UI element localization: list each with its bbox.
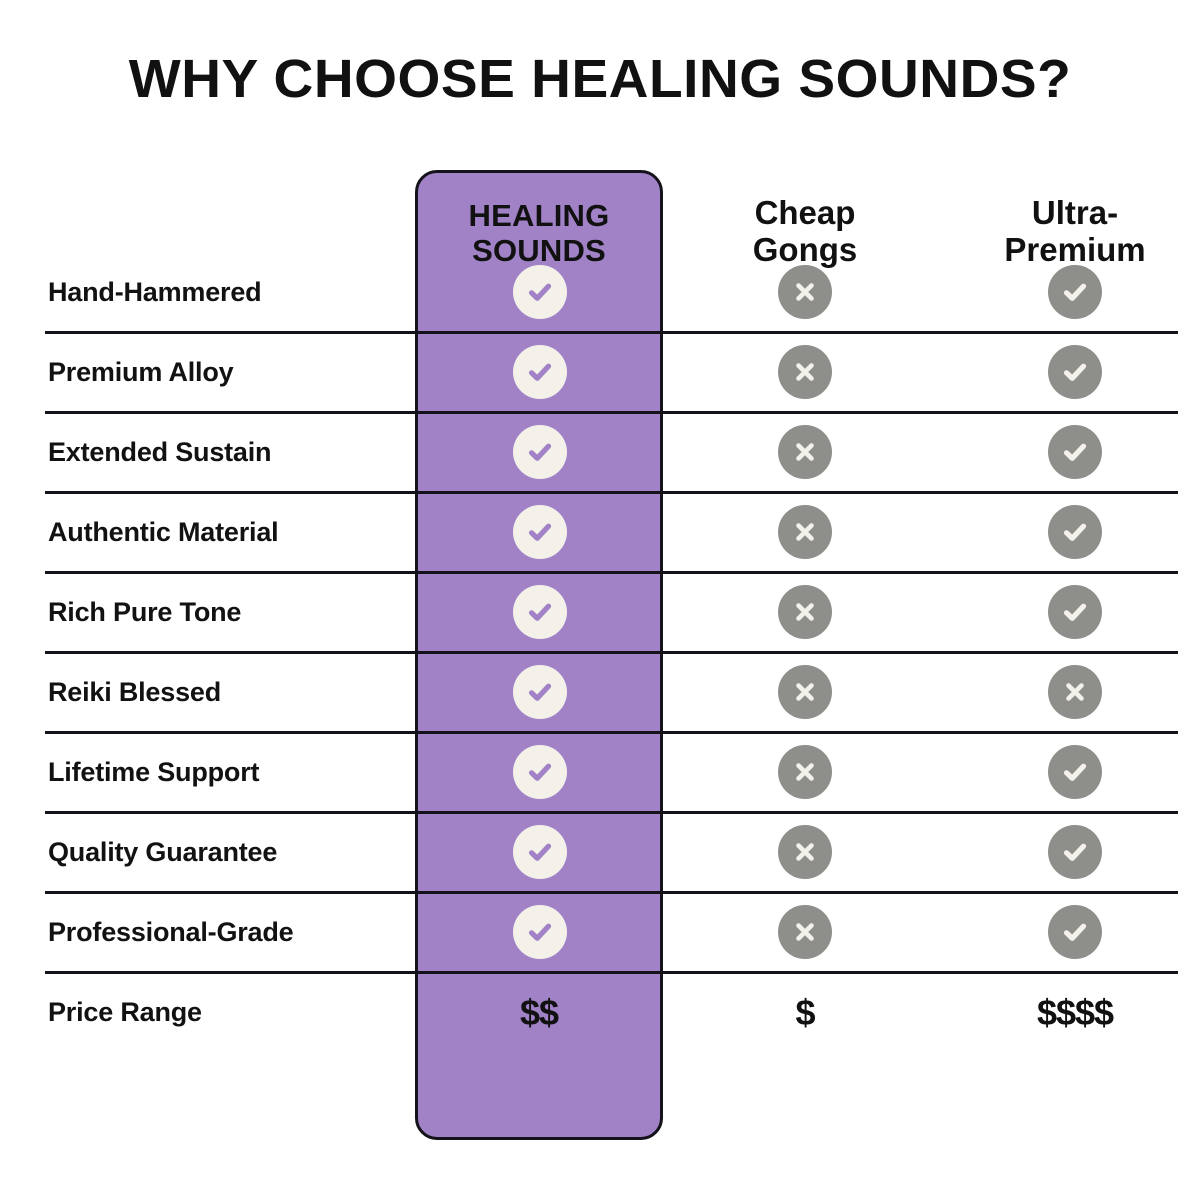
row-label: Lifetime Support — [48, 756, 260, 787]
cell-healing-sounds — [480, 905, 600, 959]
cell-cheap-gongs — [745, 345, 865, 399]
check-icon — [513, 905, 567, 959]
cell-healing-sounds — [480, 665, 600, 719]
row-label: Premium Alloy — [48, 356, 234, 387]
row-label: Rich Pure Tone — [48, 596, 242, 627]
price-value-ultra-premium: $$$$ — [1036, 992, 1114, 1033]
check-icon — [1048, 345, 1102, 399]
cross-icon — [778, 585, 832, 639]
row-divider — [45, 731, 1178, 734]
check-icon — [1048, 425, 1102, 479]
check-icon — [1048, 505, 1102, 559]
cross-icon — [778, 905, 832, 959]
cross-icon — [778, 505, 832, 559]
cell-ultra-premium — [1015, 425, 1135, 479]
cross-icon — [778, 345, 832, 399]
row-divider — [45, 811, 1178, 814]
cell-cheap-gongs — [745, 425, 865, 479]
table-row: Premium Alloy — [0, 332, 1200, 412]
table-row: Professional-Grade — [0, 892, 1200, 972]
cell-ultra-premium — [1015, 345, 1135, 399]
check-icon — [513, 505, 567, 559]
check-icon — [513, 825, 567, 879]
cell-healing-sounds — [480, 585, 600, 639]
cell-ultra-premium — [1015, 665, 1135, 719]
row-label: Extended Sustain — [48, 436, 272, 467]
cell-ultra-premium — [1015, 825, 1135, 879]
cell-cheap-gongs — [745, 665, 865, 719]
page-title: WHY CHOOSE HEALING SOUNDS? — [128, 49, 1072, 109]
table-row: Lifetime Support — [0, 732, 1200, 812]
check-icon — [513, 665, 567, 719]
row-label: Price Range — [48, 996, 202, 1027]
row-divider — [45, 331, 1178, 334]
table-row: Authentic Material — [0, 492, 1200, 572]
cell-ultra-premium — [1015, 745, 1135, 799]
cross-icon — [778, 265, 832, 319]
row-divider — [45, 651, 1178, 654]
column-header-line-1: Cheap — [754, 194, 856, 231]
row-label: Professional-Grade — [48, 916, 294, 947]
row-divider — [45, 971, 1178, 974]
cell-healing-sounds — [480, 425, 600, 479]
row-label: Quality Guarantee — [48, 836, 278, 867]
cross-icon — [778, 665, 832, 719]
cross-icon — [1048, 665, 1102, 719]
cell-healing-sounds — [480, 745, 600, 799]
cell-cheap-gongs — [745, 825, 865, 879]
cell-healing-sounds — [480, 825, 600, 879]
table-row: Price Range $$ $ $$$$ — [0, 972, 1200, 1052]
check-icon — [513, 745, 567, 799]
cell-healing-sounds — [480, 345, 600, 399]
cell-ultra-premium — [1015, 505, 1135, 559]
row-label: Reiki Blessed — [48, 676, 221, 707]
table-row: Reiki Blessed — [0, 652, 1200, 732]
check-icon — [1048, 825, 1102, 879]
column-header-line-2: SOUNDS — [472, 232, 606, 268]
check-icon — [1048, 585, 1102, 639]
cell-cheap-gongs — [745, 745, 865, 799]
table-row: Quality Guarantee — [0, 812, 1200, 892]
row-divider — [45, 411, 1178, 414]
check-icon — [1048, 265, 1102, 319]
column-header-line-1: Ultra- — [1031, 194, 1119, 231]
table-header-row: HEALING SOUNDS Cheap Gongs Ultra- Premiu… — [0, 185, 1200, 285]
column-header-line-1: HEALING — [468, 198, 610, 233]
check-icon — [1048, 905, 1102, 959]
cell-cheap-gongs — [745, 265, 865, 319]
cell-healing-sounds — [480, 505, 600, 559]
check-icon — [513, 265, 567, 319]
row-divider — [45, 891, 1178, 894]
row-divider — [45, 571, 1178, 574]
price-value-healing-sounds: $$ — [519, 992, 559, 1033]
table-row: Hand-Hammered — [0, 252, 1200, 332]
price-value-cheap-gongs: $ — [795, 992, 815, 1033]
cell-ultra-premium — [1015, 905, 1135, 959]
column-header-line-2: Premium — [1004, 230, 1146, 268]
cell-cheap-gongs — [745, 505, 865, 559]
row-divider — [45, 491, 1178, 494]
cell-cheap-gongs — [745, 905, 865, 959]
cell-ultra-premium — [1015, 265, 1135, 319]
check-icon — [1048, 745, 1102, 799]
table-row: Rich Pure Tone — [0, 572, 1200, 652]
cross-icon — [778, 825, 832, 879]
check-icon — [513, 425, 567, 479]
column-header-line-2: Gongs — [752, 230, 858, 268]
cross-icon — [778, 745, 832, 799]
cell-ultra-premium — [1015, 585, 1135, 639]
check-icon — [513, 345, 567, 399]
column-header-cheap-gongs: Cheap Gongs — [690, 194, 920, 269]
table-row: Extended Sustain — [0, 412, 1200, 492]
cell-cheap-gongs — [745, 585, 865, 639]
cell-healing-sounds — [480, 265, 600, 319]
column-header-healing-sounds: HEALING SOUNDS — [415, 198, 663, 268]
row-label: Authentic Material — [48, 516, 279, 547]
check-icon — [513, 585, 567, 639]
cross-icon — [778, 425, 832, 479]
column-header-ultra-premium: Ultra- Premium — [960, 194, 1190, 269]
row-label: Hand-Hammered — [48, 276, 262, 307]
